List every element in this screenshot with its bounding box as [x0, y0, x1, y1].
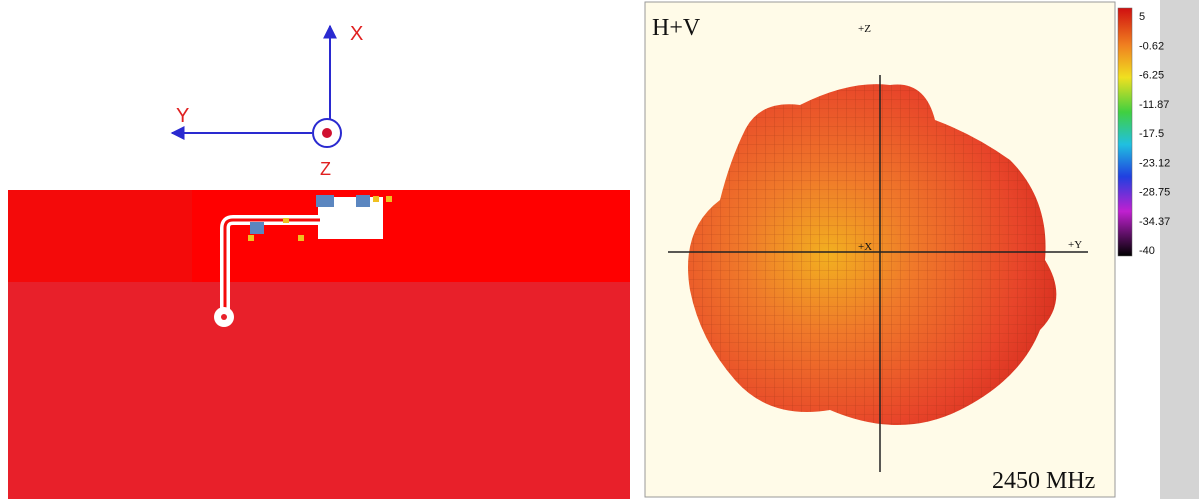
component [373, 196, 379, 202]
component [298, 235, 304, 241]
component [283, 218, 289, 223]
component [386, 196, 392, 202]
panel-title: H+V [652, 15, 701, 41]
layout-panel: X Y Z [8, 23, 630, 499]
pad [316, 195, 334, 207]
side-strip [1160, 0, 1199, 499]
frequency-label: 2450 MHz [992, 468, 1095, 494]
colorbar-labels: 5 -0.62 -6.25 -11.87 -17.5 -23.12 -28.75 -34.37… [1139, 11, 1170, 257]
colorbar-label: 5 [1139, 11, 1145, 23]
colorbar-label: -11.87 [1139, 99, 1169, 111]
axis-label: Y [176, 105, 189, 127]
antenna-region [192, 190, 630, 282]
pad [356, 195, 370, 207]
colorbar-label: -6.25 [1139, 70, 1164, 82]
axis-label: +Y [1068, 239, 1082, 251]
axis-label: +Z [858, 23, 871, 35]
colorbar [1117, 7, 1133, 257]
z-axis-dot [322, 128, 332, 138]
colorbar-label: -40 [1139, 245, 1155, 257]
colorbar-label: -23.12 [1139, 157, 1170, 169]
axis-label: Z [320, 159, 331, 179]
colorbar-label: -34.37 [1139, 216, 1170, 228]
via-hole [221, 314, 227, 320]
colorbar-label: -17.5 [1139, 128, 1164, 140]
axis-label: +X [858, 241, 872, 253]
colorbar-label: -0.62 [1139, 40, 1164, 52]
pattern-panel: H+V +Z +Y +X 2450 MHz 5 -0.62 -6.25 -11.87 -… [644, 0, 1199, 499]
axis-label: X [350, 23, 363, 45]
pad [250, 222, 264, 234]
pattern-mesh [688, 84, 1057, 425]
component [248, 235, 254, 241]
colorbar-label: -28.75 [1139, 187, 1170, 199]
feed-line-inner [223, 218, 320, 315]
